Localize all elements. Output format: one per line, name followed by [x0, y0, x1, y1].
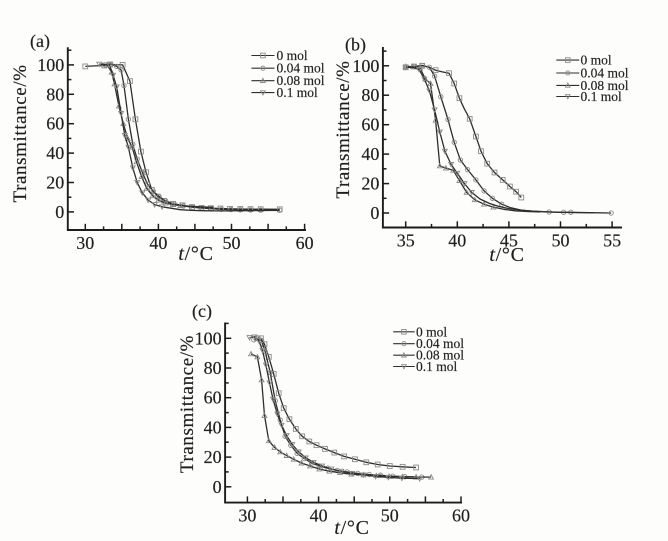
svg-text:0: 0: [55, 202, 64, 222]
svg-text:0.1 mol: 0.1 mol: [277, 85, 319, 100]
svg-text:40: 40: [310, 506, 328, 526]
svg-text:0.04 mol: 0.04 mol: [277, 61, 325, 76]
svg-text:0 mol: 0 mol: [277, 48, 308, 63]
svg-text:40: 40: [204, 417, 222, 437]
svg-text:(c): (c): [192, 301, 212, 322]
svg-text:40: 40: [448, 231, 466, 251]
svg-text:0.08 mol: 0.08 mol: [277, 73, 325, 88]
svg-text:40: 40: [361, 144, 379, 164]
svg-text:0 mol: 0 mol: [581, 53, 612, 68]
svg-text:100: 100: [37, 55, 64, 75]
svg-text:0: 0: [213, 477, 222, 497]
svg-text:t/°C: t/°C: [489, 244, 524, 266]
svg-text:60: 60: [296, 233, 314, 253]
svg-text:0.1 mol: 0.1 mol: [416, 359, 458, 374]
svg-text:Transmittance/%: Transmittance/%: [10, 64, 31, 202]
svg-text:50: 50: [223, 233, 241, 253]
svg-text:60: 60: [361, 115, 379, 135]
svg-text:0: 0: [370, 203, 379, 223]
svg-text:30: 30: [76, 233, 94, 253]
svg-text:55: 55: [603, 231, 621, 251]
svg-text:20: 20: [204, 447, 222, 467]
svg-text:80: 80: [204, 358, 222, 378]
svg-text:(a): (a): [30, 31, 50, 52]
svg-text:40: 40: [46, 143, 64, 163]
svg-text:60: 60: [46, 114, 64, 134]
svg-text:80: 80: [361, 85, 379, 105]
svg-text:50: 50: [552, 231, 570, 251]
svg-text:100: 100: [195, 328, 222, 348]
svg-text:35: 35: [397, 231, 415, 251]
svg-text:Transmittance/%: Transmittance/%: [333, 60, 354, 198]
svg-text:0.04 mol: 0.04 mol: [581, 66, 629, 81]
svg-text:0 mol: 0 mol: [416, 324, 447, 339]
svg-text:20: 20: [361, 174, 379, 194]
svg-text:50: 50: [381, 506, 399, 526]
svg-text:80: 80: [46, 84, 64, 104]
svg-text:0.04 mol: 0.04 mol: [416, 336, 464, 351]
svg-text:0.1 mol: 0.1 mol: [581, 89, 623, 104]
svg-text:Transmittance/%: Transmittance/%: [177, 335, 198, 473]
svg-text:t/°C: t/°C: [334, 517, 369, 539]
svg-text:0.08 mol: 0.08 mol: [416, 348, 464, 363]
svg-text:40: 40: [149, 233, 167, 253]
svg-text:100: 100: [352, 56, 379, 76]
svg-text:(b): (b): [345, 35, 366, 56]
svg-text:0.08 mol: 0.08 mol: [581, 78, 629, 93]
svg-text:t/°C: t/°C: [178, 243, 213, 265]
svg-text:20: 20: [46, 173, 64, 193]
svg-text:60: 60: [452, 506, 470, 526]
svg-text:60: 60: [204, 388, 222, 408]
svg-text:30: 30: [238, 506, 256, 526]
svg-text:45: 45: [500, 231, 518, 251]
